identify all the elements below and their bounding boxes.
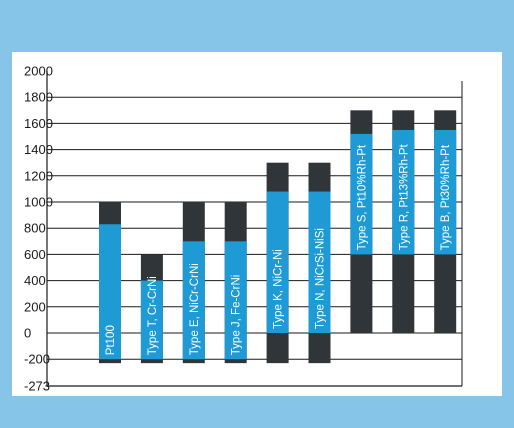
- bar-group: Type E, NiCr-CrNi: [182, 202, 205, 364]
- bar-continuous-range: [350, 133, 373, 255]
- bar-label: Type J, Fe-CrNi: [231, 275, 243, 356]
- y-tick-label: 2000: [24, 64, 53, 79]
- bar-group: Type N, NiCrSi-NiSi: [308, 162, 331, 364]
- bar-group: Type R, Pt13%Rh-Pt: [392, 110, 415, 333]
- y-tick-label: 1600: [24, 116, 53, 131]
- bar-label: Type T, Cr-CrNi: [147, 276, 159, 355]
- bar-continuous-range: [266, 191, 289, 333]
- bar-continuous-range: [99, 224, 121, 360]
- bar-label: Pt100: [105, 325, 117, 355]
- bar-continuous-range: [182, 241, 205, 360]
- bar-group: Type B, Pt30%Rh-Pt: [434, 110, 457, 333]
- y-tick-label: 200: [24, 299, 46, 314]
- y-tick-label: 400: [24, 273, 46, 288]
- bar-continuous-range: [434, 129, 457, 255]
- bar-continuous-range: [308, 191, 331, 333]
- y-tick-label: 600: [24, 247, 46, 262]
- bar-continuous-range: [224, 241, 247, 360]
- bar-label: Type S, Pt10%Rh-Pt: [356, 144, 368, 250]
- y-tick-label: 1000: [24, 195, 53, 210]
- chart-panel: [12, 52, 502, 396]
- bar-group: Type T, Cr-CrNi: [140, 254, 163, 364]
- y-tick-label: 800: [24, 221, 46, 236]
- bar-label: Type B, Pt30%Rh-Pt: [440, 144, 452, 250]
- y-tick-label: 1400: [24, 142, 53, 157]
- bar-continuous-range: [392, 129, 415, 255]
- bar-group: Pt100: [99, 202, 121, 364]
- y-tick-label: 1800: [24, 90, 53, 105]
- bar-group: Type J, Fe-CrNi: [224, 202, 247, 364]
- bar-group: Type S, Pt10%Rh-Pt: [350, 110, 373, 333]
- bar-continuous-range: [140, 280, 163, 360]
- bar-group: Type K, NiCr-Ni: [266, 162, 289, 364]
- bar-label: Type R, Pt13%Rh-Pt: [398, 143, 410, 250]
- bar-label: Type K, NiCr-Ni: [273, 249, 285, 329]
- bar-label: Type E, NiCr-CrNi: [189, 263, 201, 355]
- y-tick-label: 1200: [24, 168, 53, 183]
- y-tick-label: -273: [24, 379, 50, 394]
- y-tick-label: -200: [24, 352, 50, 367]
- y-tick-label: 0: [24, 326, 31, 341]
- bar-label: Type N, NiCrSi-NiSi: [315, 228, 327, 329]
